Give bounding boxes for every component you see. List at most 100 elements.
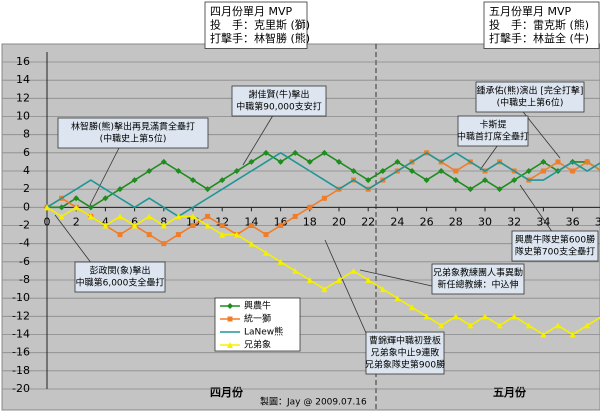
marker — [292, 149, 299, 156]
marker — [146, 168, 153, 174]
marker — [511, 313, 518, 320]
x-tick-label: 6 — [131, 215, 138, 228]
marker — [423, 313, 430, 320]
marker — [452, 177, 459, 184]
annotation-text: 打擊手：林益全 (牛) — [489, 31, 589, 45]
annotation-box — [57, 117, 209, 149]
marker — [160, 222, 167, 229]
marker — [511, 177, 518, 184]
marker — [365, 177, 372, 184]
annotation-text: 投 手：雷克斯 (熊) — [489, 17, 589, 31]
marker — [379, 168, 386, 174]
y-tick-label: -6 — [19, 255, 30, 268]
marker — [452, 313, 459, 320]
legend-marker — [227, 342, 233, 348]
annotation-text: 中職第6,000支全壘打 — [76, 277, 165, 289]
marker — [438, 168, 445, 174]
marker — [263, 149, 269, 156]
y-tick-label: 16 — [16, 55, 30, 68]
marker — [307, 204, 313, 210]
annotation-box — [74, 261, 166, 293]
x-tick-label: 36 — [566, 215, 580, 228]
annotation-text: 鍾承佑(熊)演出 [完全打擊] — [477, 85, 584, 97]
leader-line — [242, 111, 276, 166]
annotation-text: 新任總教練：中込伸 — [437, 279, 518, 291]
y-tick-label: -16 — [12, 346, 30, 359]
marker — [73, 195, 80, 202]
annotation-text: 卡斯提 — [479, 119, 506, 131]
marker — [263, 249, 269, 256]
marker — [540, 168, 546, 174]
leader-line — [479, 141, 501, 171]
x-tick-label: 8 — [160, 215, 167, 228]
y-tick-label: 0 — [23, 200, 30, 213]
annotation-text: (中職史上第5位) — [100, 133, 167, 145]
marker — [525, 168, 532, 174]
marker — [350, 168, 357, 174]
month-label: 四月份 — [210, 385, 244, 399]
x-tick-label: 34 — [536, 215, 550, 228]
marker — [496, 322, 503, 329]
legend-label: 統一獅 — [244, 313, 271, 325]
y-tick-label: 6 — [23, 146, 30, 159]
marker — [292, 213, 298, 219]
leader-line — [359, 269, 433, 287]
marker — [540, 158, 547, 165]
marker — [394, 295, 401, 302]
marker — [204, 186, 211, 193]
marker — [248, 240, 255, 247]
marker — [219, 223, 225, 228]
annotation-text: 隊史第700支全壘打 — [515, 246, 595, 258]
marker — [350, 267, 357, 274]
x-tick-label: 26 — [420, 215, 434, 228]
annotation-text: 兄弟象隊史第900勝 — [365, 359, 445, 371]
annotation-text: 兄弟象中止9連敗 — [371, 347, 440, 359]
marker — [219, 177, 226, 184]
annotation-text: 林智勝(熊)擊出再見滿貫全壘打 — [71, 121, 195, 133]
marker — [175, 168, 182, 174]
annotation-text: 興農牛隊史第600勝 — [515, 234, 595, 246]
x-tick-label: 18 — [303, 215, 317, 228]
marker — [73, 204, 80, 211]
marker — [146, 232, 152, 238]
y-tick-label: 14 — [16, 73, 30, 86]
y-tick-label: -18 — [12, 364, 30, 377]
annotation-text: 兄弟象教練團人事異動 — [433, 267, 523, 279]
marker — [306, 277, 313, 283]
x-tick-label: 22 — [361, 215, 375, 228]
y-tick-label: 2 — [23, 182, 30, 195]
x-tick-label: 30 — [478, 215, 492, 228]
marker — [321, 286, 328, 293]
y-tick-label: -4 — [19, 237, 30, 250]
marker — [131, 222, 138, 229]
marker — [306, 158, 313, 165]
y-tick-label: 4 — [23, 164, 30, 177]
marker — [175, 213, 182, 220]
marker — [321, 195, 327, 201]
annotation-box — [457, 115, 529, 147]
y-tick-label: 8 — [23, 128, 30, 141]
x-tick-label: 12 — [215, 215, 229, 228]
x-tick-label: 4 — [102, 215, 109, 228]
marker — [409, 304, 415, 311]
marker — [248, 223, 254, 228]
marker — [555, 159, 561, 165]
legend-label: LaNew熊 — [244, 326, 283, 338]
y-tick-label: 10 — [16, 110, 30, 123]
marker — [336, 277, 342, 283]
credit: 製圖：Jay @ 2009.07.16 — [260, 396, 367, 408]
marker — [438, 322, 445, 329]
marker — [87, 213, 94, 220]
marker — [160, 158, 167, 165]
annotation-text: 打擊手：林智勝 (熊) — [210, 31, 310, 45]
marker — [263, 232, 269, 238]
x-tick-label: 14 — [244, 215, 258, 228]
marker — [555, 322, 561, 329]
y-tick-label: -20 — [12, 382, 30, 395]
marker — [248, 158, 255, 165]
marker — [58, 204, 65, 211]
series-line — [46, 151, 600, 218]
marker — [190, 223, 196, 228]
marker — [102, 222, 109, 229]
marker — [117, 232, 123, 238]
